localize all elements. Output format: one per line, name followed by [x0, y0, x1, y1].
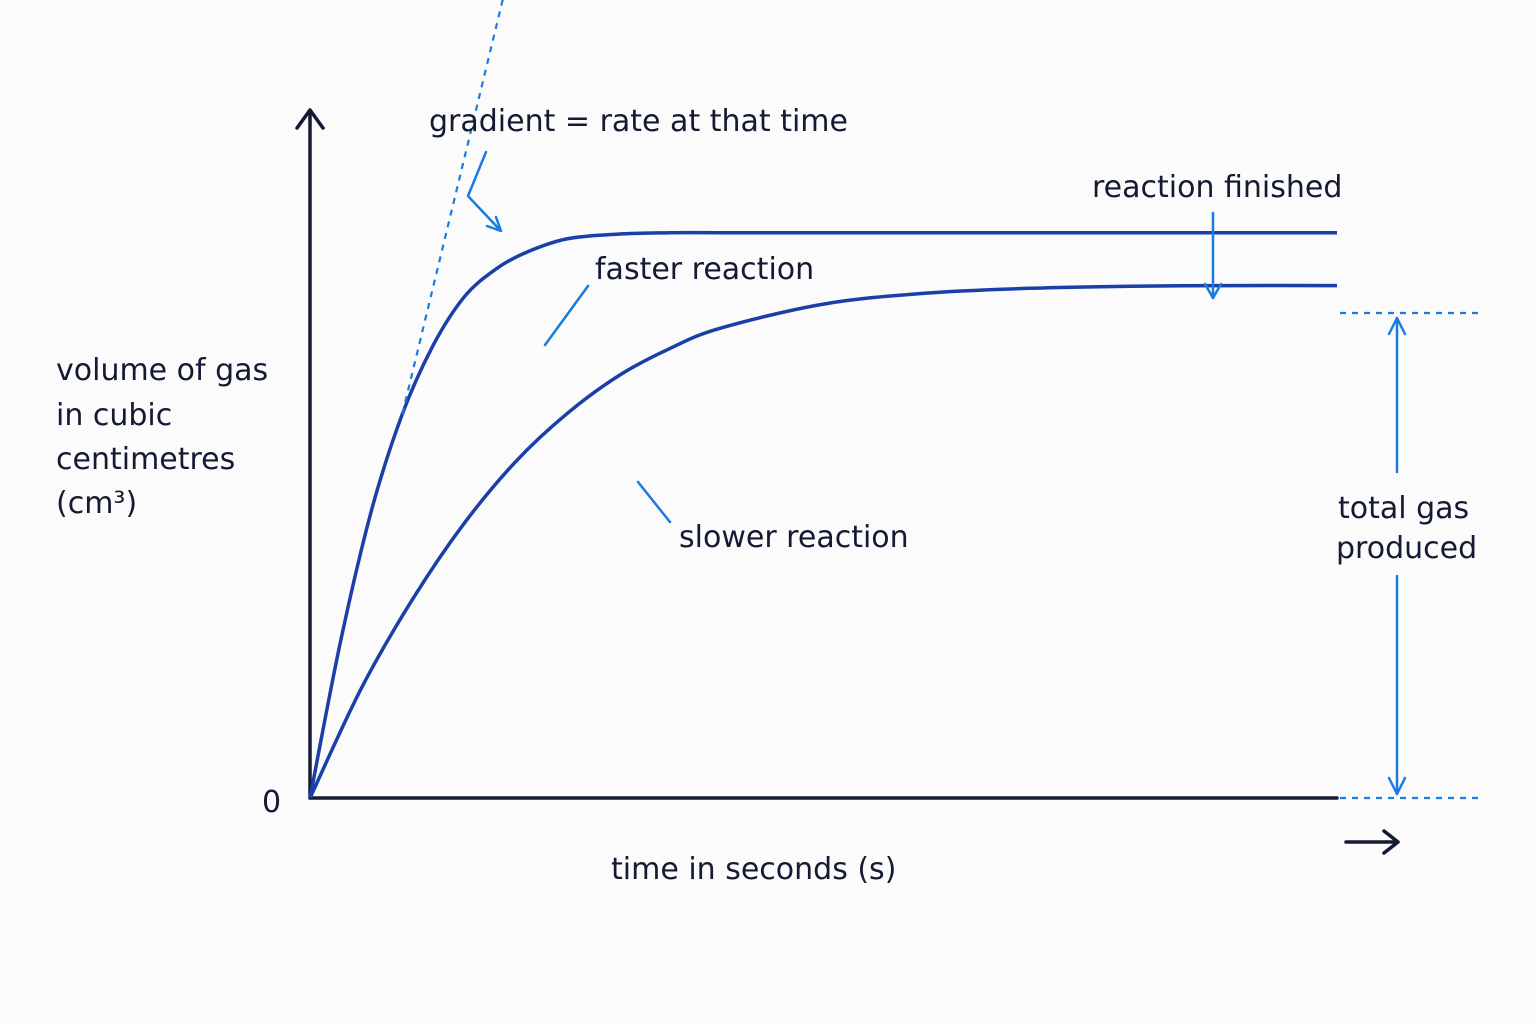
finished-arrow-head	[1203, 282, 1223, 300]
labels: gradient = rate at that time reaction fi…	[56, 104, 1477, 887]
gradient-label: gradient = rate at that time	[429, 104, 848, 139]
reaction-finished-label: reaction finished	[1092, 170, 1342, 205]
gradient-pointer	[466, 150, 502, 232]
y-axis-arrowhead	[295, 108, 325, 130]
tangent-line	[401, 0, 504, 415]
faster-reaction-curve	[308, 230, 1337, 799]
x-axis-arrow	[1344, 829, 1400, 855]
annotations	[401, 0, 1480, 800]
y-axis-label-line3: centimetres	[56, 442, 235, 477]
total-gas-label-line2: produced	[1336, 531, 1477, 566]
slower-reaction-label: slower reaction	[679, 520, 909, 555]
y-axis-label-line1: volume of gas	[56, 353, 268, 388]
total-arrow-lower-head	[1387, 776, 1407, 796]
series-layer	[308, 230, 1338, 799]
total-gas-label-line1: total gas	[1338, 491, 1469, 526]
y-axis-label-line4: (cm³)	[56, 486, 137, 521]
slower-reaction-leader	[636, 480, 672, 524]
x-axis-label: time in seconds (s)	[611, 852, 896, 887]
axes	[295, 108, 1400, 855]
faster-reaction-leader	[543, 284, 590, 347]
gradient-pointer-arrowhead	[485, 215, 503, 233]
faster-reaction-label: faster reaction	[595, 252, 814, 287]
slower-reaction-curve	[308, 283, 1338, 799]
y-axis-label-line2: in cubic	[56, 398, 172, 433]
total-arrow-upper-head	[1387, 316, 1407, 336]
y-origin-label: 0	[262, 785, 281, 820]
